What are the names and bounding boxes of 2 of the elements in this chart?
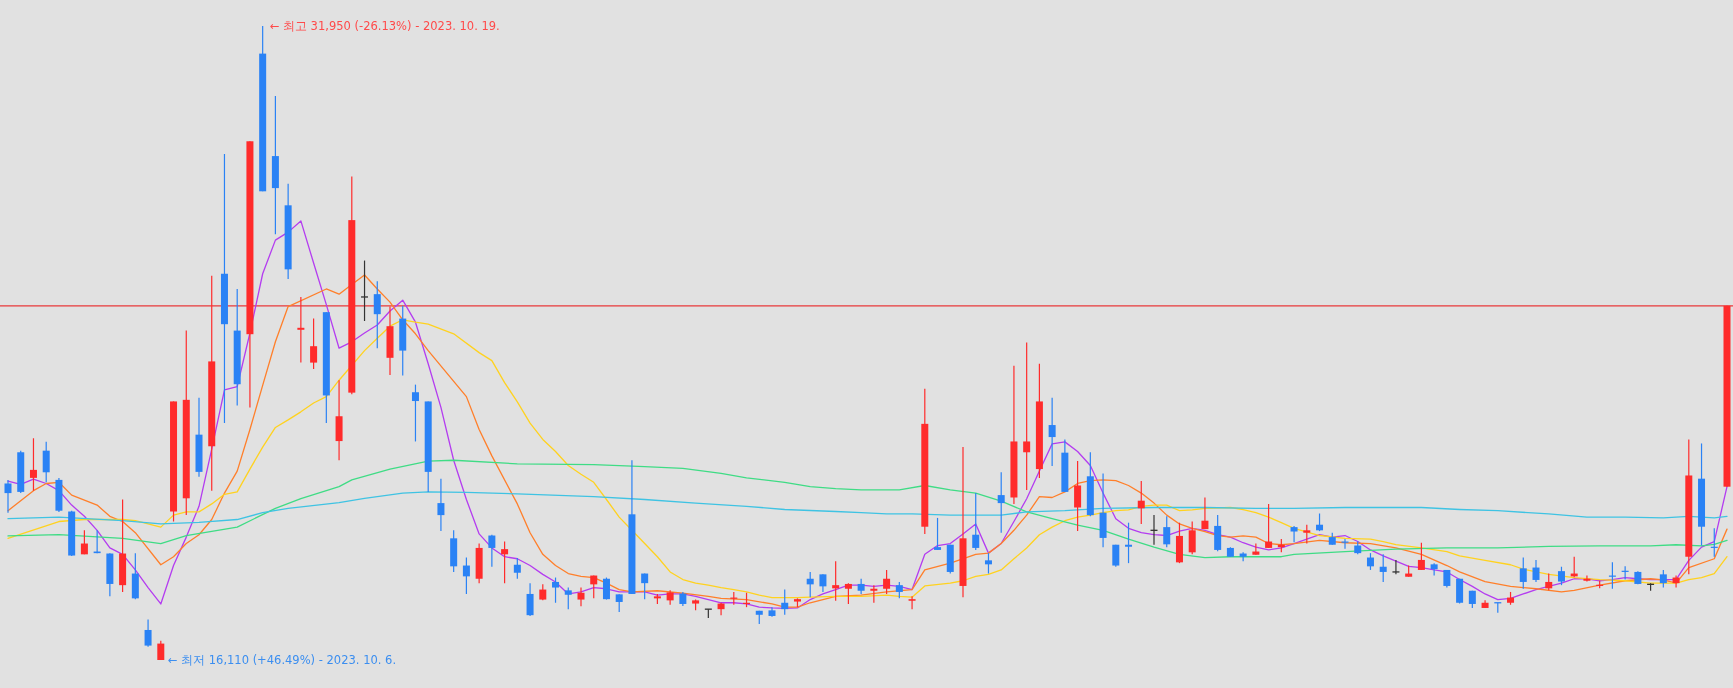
annotation: ← 최고 31,950 (-26.13%) - 2023. 10. 19. <box>269 19 500 33</box>
annotation: ← 최저 16,110 (+46.49%) - 2023. 10. 6. <box>167 653 397 667</box>
